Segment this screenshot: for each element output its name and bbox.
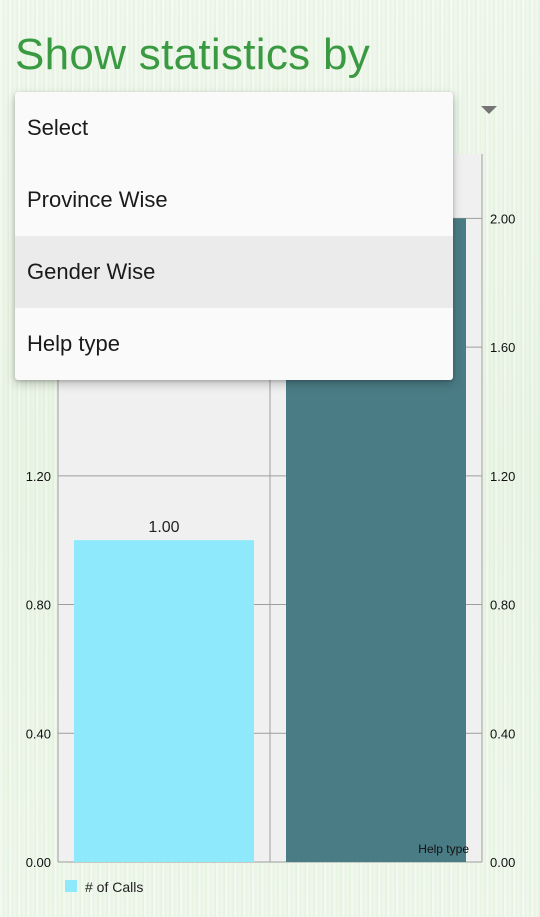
legend-label: # of Calls (85, 879, 143, 895)
bar-value-label-1: 1.00 (148, 519, 179, 536)
left-axis-tick-3: 1.20 (26, 469, 51, 484)
right-axis-tick-2: 0.80 (490, 598, 515, 613)
right-axis-tick-4: 1.60 (490, 340, 515, 355)
dropdown-option-select[interactable]: Select (27, 115, 89, 140)
dropdown-option-help-type[interactable]: Help type (27, 331, 120, 356)
left-axis-tick-2: 0.80 (26, 598, 51, 613)
legend-swatch (65, 880, 77, 892)
left-axis-tick-1: 0.40 (26, 726, 51, 741)
spinner-arrow-icon[interactable] (481, 106, 497, 114)
right-axis-tick-3: 1.20 (490, 469, 515, 484)
right-axis-tick-5: 2.00 (490, 211, 515, 226)
page-title: Show statistics by (15, 30, 371, 79)
left-axis-tick-0: 0.00 (26, 855, 51, 870)
right-axis-tick-0: 0.00 (490, 855, 515, 870)
dropdown-option-gender-wise[interactable]: Gender Wise (15, 236, 453, 308)
chart-description: Help type (418, 842, 469, 856)
dropdown-option-province-wise[interactable]: Province Wise (27, 187, 168, 212)
bar-1 (74, 540, 254, 862)
statistics-dropdown-menu[interactable]: Select Province Wise Gender Wise Help ty… (15, 92, 453, 380)
right-axis-tick-1: 0.40 (490, 726, 515, 741)
